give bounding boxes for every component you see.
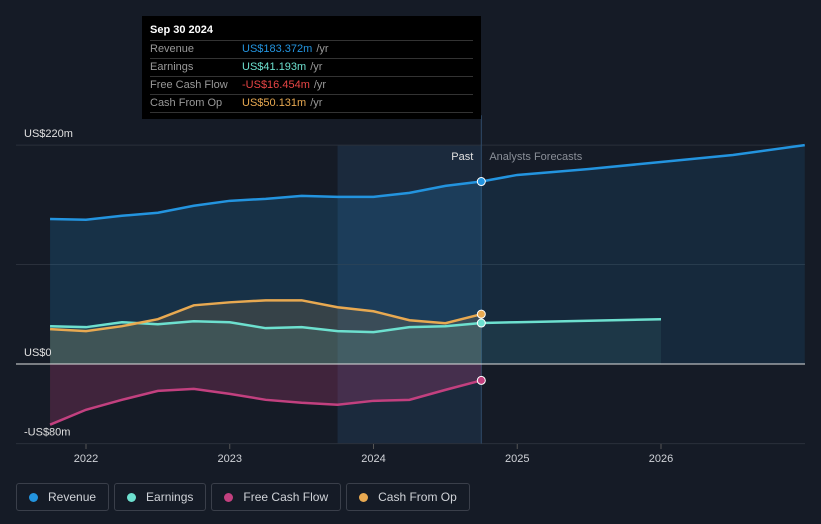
legend-earnings[interactable]: Earnings xyxy=(114,483,207,511)
legend-dot-icon xyxy=(224,492,234,502)
x-tick-label: 2026 xyxy=(649,453,673,465)
legend-dot-icon xyxy=(359,492,369,502)
tooltip-unit: /yr xyxy=(310,97,323,109)
forecast-line-earnings xyxy=(481,317,662,325)
tooltip-unit: /yr xyxy=(310,61,323,73)
legend-label: Revenue xyxy=(48,490,97,504)
forecast-area xyxy=(481,319,661,364)
legend-label: Earnings xyxy=(146,490,194,504)
legend-dot-icon xyxy=(127,492,137,502)
x-tick-label: 2025 xyxy=(505,453,529,465)
forecast-area xyxy=(481,145,805,364)
forecast-line-revenue xyxy=(481,143,805,183)
legend-revenue[interactable]: Revenue xyxy=(16,483,110,511)
tooltip-value: US$50.131m xyxy=(242,97,307,109)
y-tick-label: US$220m xyxy=(24,128,73,140)
tooltip-value: US$183.372m xyxy=(242,43,313,55)
area-earnings xyxy=(50,321,482,364)
tooltip-label: Free Cash Flow xyxy=(150,79,228,91)
legend: Revenue Earnings Free Cash Flow Cash From O… xyxy=(16,483,470,511)
tooltip-label: Earnings xyxy=(150,61,194,73)
tooltip-value: US$41.193m xyxy=(242,61,307,73)
line-earnings xyxy=(50,319,482,334)
point-revenue xyxy=(476,177,486,187)
tooltip-label: Cash From Op xyxy=(150,97,223,109)
point-earnings xyxy=(476,318,486,328)
tooltip-row: Cash From Op US$50.131m/yr xyxy=(150,94,473,113)
y-tick-label: -US$80m xyxy=(24,427,70,439)
x-tick-label: 2024 xyxy=(361,453,385,465)
y-tick-label: US$0 xyxy=(24,347,52,359)
tooltip: Sep 30 2024 Revenue US$183.372m/yr Earning… xyxy=(142,16,481,119)
past-highlight xyxy=(337,145,482,444)
area-free-cash-flow xyxy=(50,364,482,425)
line-revenue xyxy=(50,180,482,221)
point-cash-from-op xyxy=(476,309,486,319)
point-free-cash-flow xyxy=(476,375,486,385)
forecast-label: Analysts Forecasts xyxy=(489,151,582,163)
tooltip-row: Earnings US$41.193m/yr xyxy=(150,58,473,76)
x-tick-label: 2022 xyxy=(74,453,98,465)
tooltip-unit: /yr xyxy=(316,43,329,55)
past-label: Past xyxy=(451,151,473,163)
legend-cash-from-op[interactable]: Cash From Op xyxy=(346,483,470,511)
tooltip-value: -US$16.454m xyxy=(242,79,310,91)
tooltip-date: Sep 30 2024 xyxy=(150,24,213,36)
line-cash-from-op xyxy=(49,299,482,333)
tooltip-label: Revenue xyxy=(150,43,195,55)
legend-label: Cash From Op xyxy=(378,490,457,504)
legend-free-cash-flow[interactable]: Free Cash Flow xyxy=(211,483,342,511)
tooltip-row: Free Cash Flow -US$16.454m/yr xyxy=(150,76,473,94)
tooltip-unit: /yr xyxy=(313,79,327,91)
area-cash-from-op xyxy=(50,300,482,364)
x-tick-label: 2023 xyxy=(218,453,242,465)
tooltip-row: Revenue US$183.372m/yr xyxy=(150,40,473,58)
line-free-cash-flow xyxy=(49,379,482,426)
legend-dot-icon xyxy=(29,492,38,502)
legend-label: Free Cash Flow xyxy=(243,490,329,504)
